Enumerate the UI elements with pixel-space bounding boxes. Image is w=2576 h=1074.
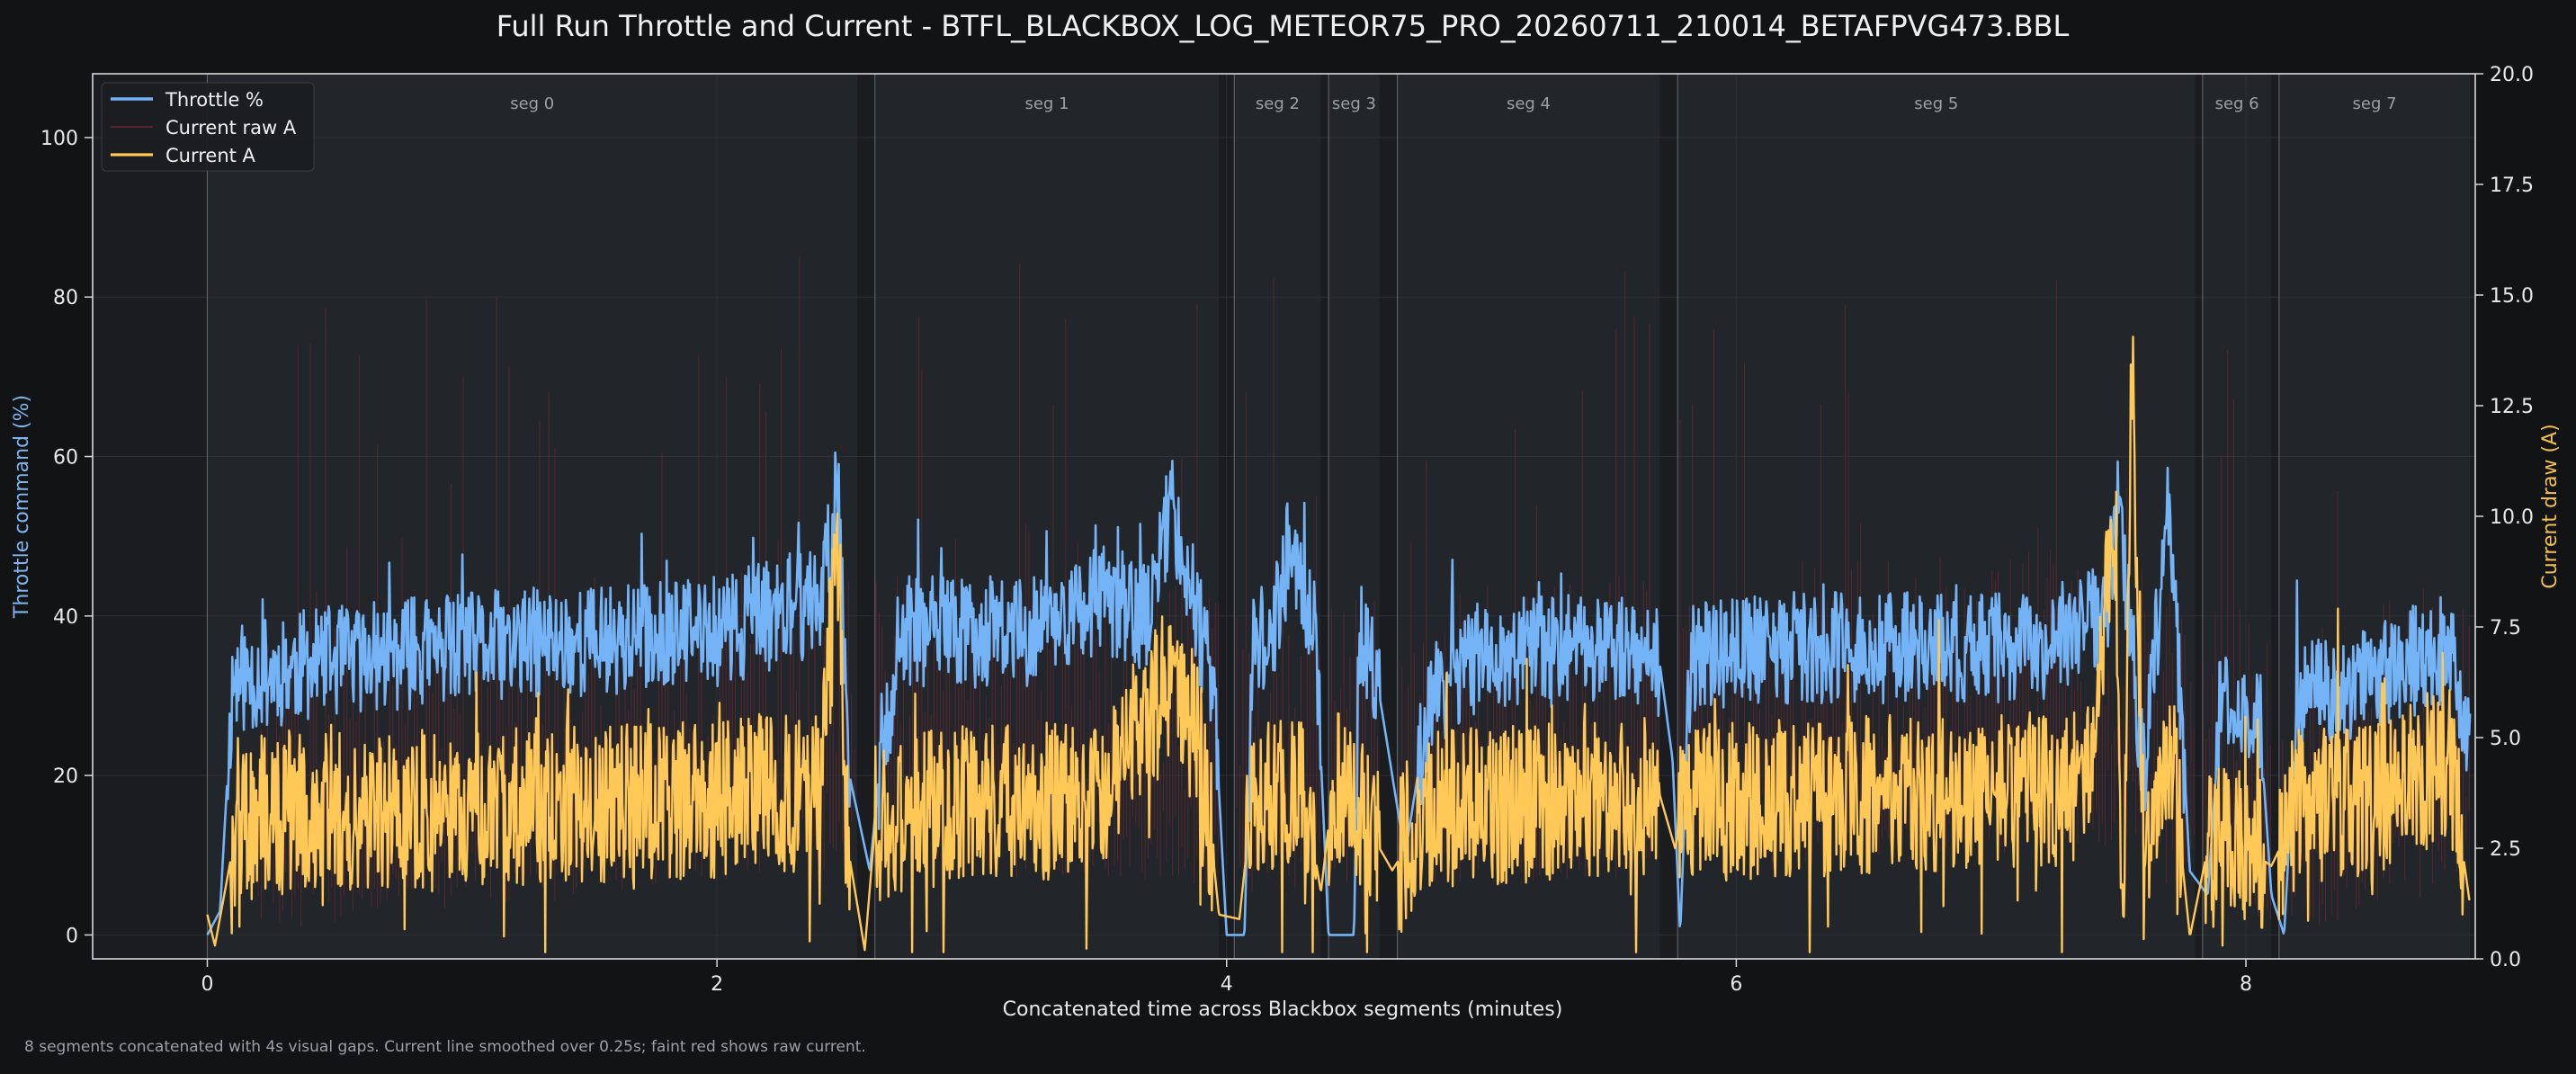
x-tick-label: 4 (1221, 973, 1233, 996)
segment-label: seg 5 (1914, 94, 1958, 113)
segment-label: seg 0 (510, 94, 554, 113)
x-tick-label: 6 (1730, 973, 1742, 996)
y-tick-label: 60 (53, 447, 78, 470)
y-axis-label-right: Current draw (A) (2539, 424, 2562, 588)
segment-label: seg 4 (1507, 94, 1551, 113)
footnote: 8 segments concatenated with 4s visual g… (24, 1038, 866, 1056)
y-right-tick-label: 7.5 (2490, 617, 2521, 640)
y-right-tick-label: 10.0 (2490, 506, 2534, 529)
chart-title: Full Run Throttle and Current - BTFL_BLA… (496, 9, 2070, 43)
segment-label: seg 2 (1256, 94, 1300, 113)
segment-label: seg 7 (2353, 94, 2397, 113)
segment-label: seg 6 (2215, 94, 2259, 113)
series-current-line (206, 336, 2471, 953)
legend-box (101, 82, 315, 172)
y-axis-label-left: Throttle command (%) (11, 395, 33, 619)
x-tick-label: 8 (2240, 973, 2252, 996)
y-right-tick-label: 20.0 (2490, 64, 2534, 86)
segment-label: seg 3 (1332, 94, 1376, 113)
y-right-tick-label: 15.0 (2490, 285, 2534, 308)
y-right-tick-label: 2.5 (2490, 838, 2521, 861)
y-tick-label: 100 (40, 128, 78, 150)
y-right-tick-label: 5.0 (2490, 728, 2521, 750)
x-axis-label: Concatenated time across Blackbox segmen… (1003, 998, 1563, 1021)
y-right-tick-label: 17.5 (2490, 175, 2534, 197)
x-tick-label: 2 (711, 973, 723, 996)
legend-label: Throttle % (165, 89, 264, 111)
y-tick-label: 40 (53, 606, 78, 629)
segment-label: seg 1 (1024, 94, 1069, 113)
series-throttle-line (206, 451, 2472, 936)
legend-label: Current raw A (165, 117, 297, 139)
x-tick-label: 0 (201, 973, 213, 996)
y-tick-label: 0 (66, 925, 78, 947)
y-tick-label: 20 (53, 765, 78, 788)
y-right-tick-label: 0.0 (2490, 949, 2521, 971)
y-right-tick-label: 12.5 (2490, 396, 2534, 418)
legend-label: Current A (165, 145, 256, 166)
y-tick-label: 80 (53, 287, 78, 309)
